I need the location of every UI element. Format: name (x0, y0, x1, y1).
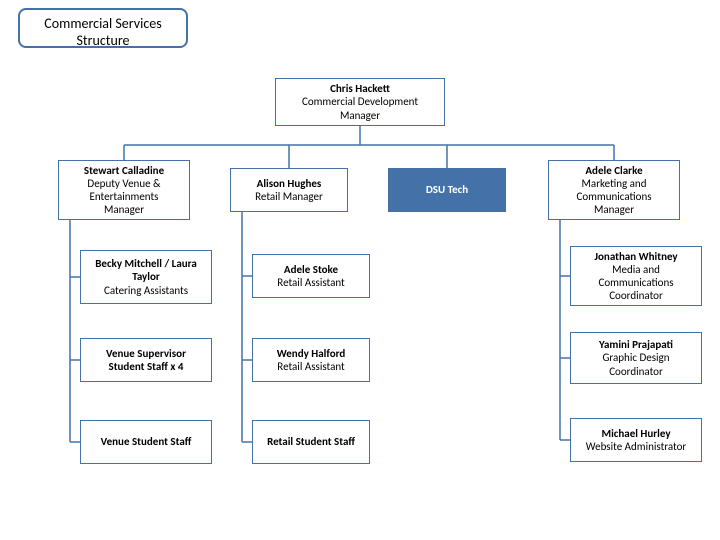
l2-role1-0: Deputy Venue & (87, 177, 160, 190)
level3-node-4: Wendy HalfordRetail Assistant (252, 338, 370, 382)
l2-role2-3: Communications (576, 190, 651, 203)
l2-name-3: Adele Clarke (585, 164, 642, 177)
l2-role2-0: Entertainments (90, 190, 159, 203)
l3-name-5: Retail Student Staff (267, 435, 355, 448)
l3-role1-8: Website Administrator (586, 440, 687, 453)
title-line1: Commercial Services (34, 16, 172, 33)
level2-node-0: Stewart CalladineDeputy Venue &Entertain… (58, 160, 190, 220)
level3-node-2: Venue Student Staff (80, 420, 212, 464)
top-node-role2: Manager (340, 109, 380, 122)
l3-name-2: Venue Student Staff (101, 435, 192, 448)
l3-role1-3: Retail Assistant (277, 276, 344, 289)
top-node-role1: Commercial Development (302, 95, 418, 108)
l3-role2-7: Coordinator (609, 365, 663, 378)
title-line2: Structure (34, 33, 172, 50)
l3-name-0: Becky Mitchell / Laura (95, 257, 197, 270)
l2-name-2: DSU Tech (426, 183, 468, 196)
top-node: Chris Hackett Commercial Development Man… (275, 78, 445, 126)
l3-name-1: Venue Supervisor (106, 347, 186, 360)
l3-role1-6: Media and (612, 263, 660, 276)
level3-node-6: Jonathan WhitneyMedia andCommunicationsC… (570, 246, 702, 306)
level3-node-8: Michael HurleyWebsite Administrator (570, 418, 702, 462)
l2-name-1: Alison Hughes (257, 177, 322, 190)
l3-name2-1: Student Staff x 4 (109, 360, 184, 373)
l2-role1-3: Marketing and (582, 177, 647, 190)
level2-node-2: DSU Tech (388, 168, 506, 212)
level2-node-3: Adele ClarkeMarketing andCommunicationsM… (548, 160, 680, 220)
l2-role3-0: Manager (104, 203, 144, 216)
l3-name-4: Wendy Halford (277, 347, 346, 360)
l3-name-7: Yamini Prajapati (599, 338, 673, 351)
l3-name-3: Adele Stoke (284, 263, 338, 276)
l3-role1-4: Retail Assistant (277, 360, 344, 373)
l3-role3-6: Coordinator (609, 289, 663, 302)
diagram-title: Commercial Services Structure (18, 8, 188, 48)
l3-name-8: Michael Hurley (601, 427, 670, 440)
top-node-name: Chris Hackett (330, 82, 390, 95)
l2-name-0: Stewart Calladine (84, 164, 164, 177)
level3-node-1: Venue SupervisorStudent Staff x 4 (80, 338, 212, 382)
level3-node-0: Becky Mitchell / LauraTaylorCatering Ass… (80, 250, 212, 304)
level3-node-3: Adele StokeRetail Assistant (252, 254, 370, 298)
l3-role1-0: Catering Assistants (104, 284, 188, 297)
level2-node-1: Alison HughesRetail Manager (230, 168, 348, 212)
l3-name2-0: Taylor (132, 270, 160, 283)
l2-role3-3: Manager (594, 203, 634, 216)
level3-node-5: Retail Student Staff (252, 420, 370, 464)
level3-node-7: Yamini PrajapatiGraphic DesignCoordinato… (570, 332, 702, 384)
l3-name-6: Jonathan Whitney (594, 250, 677, 263)
l3-role1-7: Graphic Design (602, 351, 669, 364)
l3-role2-6: Communications (598, 276, 673, 289)
l2-role1-1: Retail Manager (255, 190, 323, 203)
